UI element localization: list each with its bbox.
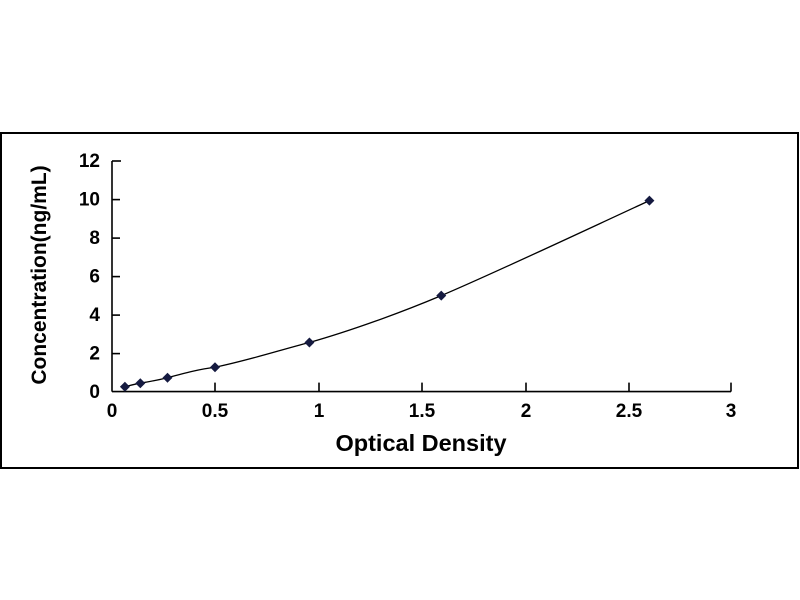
svg-text:3: 3	[726, 401, 737, 422]
svg-text:0: 0	[89, 382, 100, 403]
svg-text:0.5: 0.5	[202, 401, 229, 422]
svg-text:12: 12	[79, 151, 100, 172]
svg-text:1: 1	[314, 401, 325, 422]
svg-text:0: 0	[107, 401, 118, 422]
svg-text:8: 8	[89, 228, 100, 249]
svg-text:10: 10	[79, 190, 100, 211]
svg-text:6: 6	[89, 267, 100, 288]
svg-text:2.5: 2.5	[616, 401, 643, 422]
svg-text:1.5: 1.5	[409, 401, 436, 422]
svg-text:Optical Density: Optical Density	[335, 430, 506, 456]
svg-text:4: 4	[89, 305, 100, 326]
svg-text:2: 2	[89, 344, 100, 365]
svg-text:2: 2	[521, 401, 532, 422]
svg-text:Concentration(ng/mL): Concentration(ng/mL)	[28, 165, 51, 384]
